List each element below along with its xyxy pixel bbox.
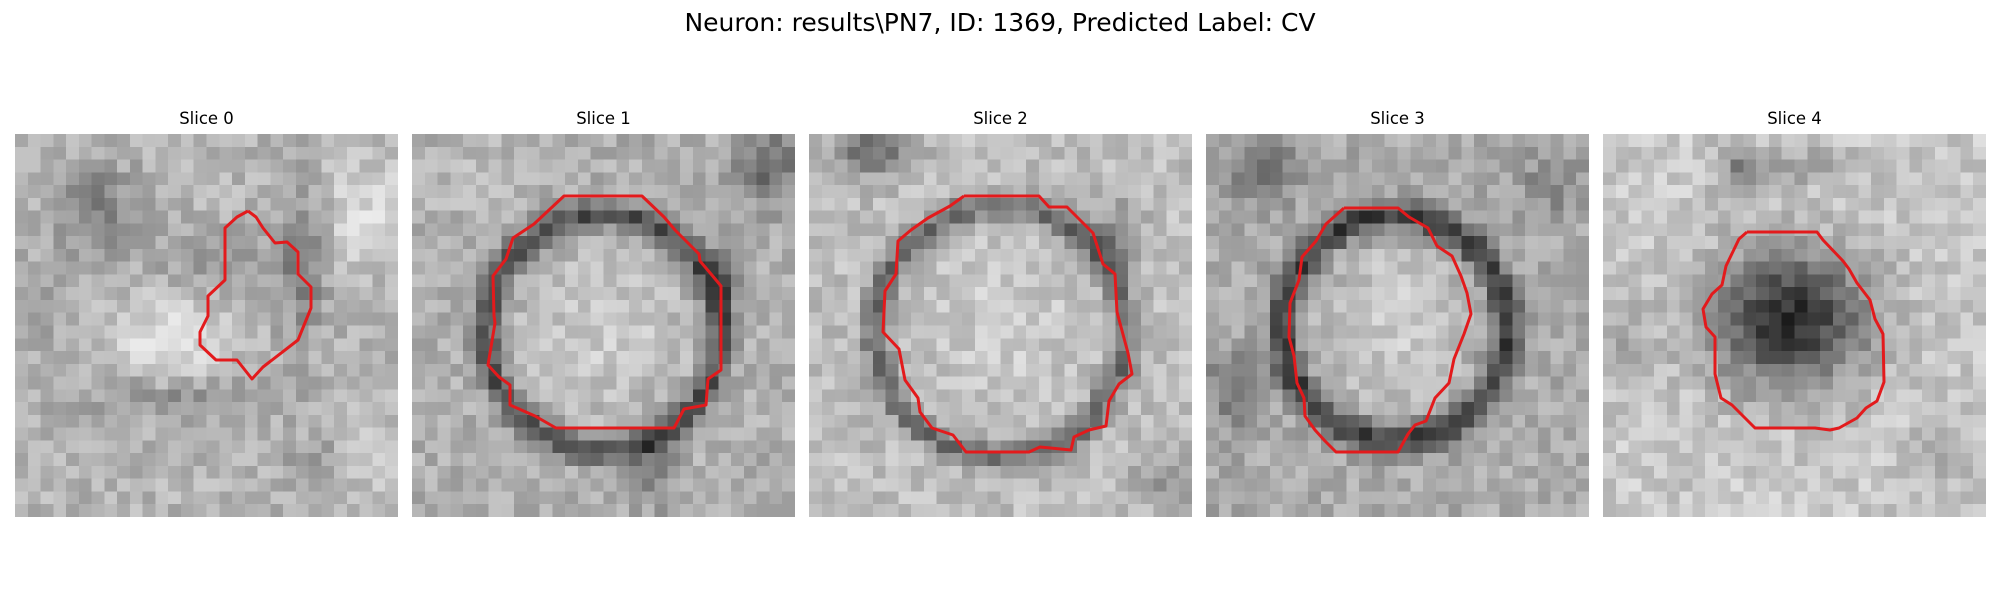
slice-title: Slice 2 [973, 109, 1028, 128]
slice-panel-3: Slice 3 [1206, 108, 1589, 517]
grayscale-slice-image [1603, 134, 1986, 517]
slice-image [15, 134, 398, 517]
slice-panel-2: Slice 2 [809, 108, 1192, 517]
segmentation-contour-overlay [1287, 206, 1473, 454]
slice-image [1603, 134, 1986, 517]
slice-image [1206, 134, 1589, 517]
segmentation-contour [486, 194, 723, 430]
slice-title: Slice 0 [179, 109, 234, 128]
grayscale-slice-image [412, 134, 795, 517]
segmentation-contour [198, 209, 313, 381]
figure-title: Neuron: results\PN7, ID: 1369, Predicted… [684, 8, 1316, 37]
slice-panel-4: Slice 4 [1603, 108, 1986, 517]
slice-image [809, 134, 1192, 517]
slice-panel-0: Slice 0 [15, 108, 398, 517]
segmentation-contour-overlay [881, 194, 1134, 454]
segmentation-contour [1287, 206, 1473, 454]
segmentation-contour-overlay [1701, 230, 1886, 432]
segmentation-contour [1701, 230, 1886, 432]
segmentation-contour-overlay [198, 209, 313, 381]
slice-panel-1: Slice 1 [412, 108, 795, 517]
slice-title: Slice 3 [1370, 109, 1425, 128]
segmentation-contour [881, 194, 1134, 454]
segmentation-contour-overlay [486, 194, 723, 430]
slice-image [412, 134, 795, 517]
slice-title: Slice 4 [1767, 109, 1822, 128]
slice-title: Slice 1 [576, 109, 631, 128]
grayscale-slice-image [15, 134, 398, 517]
